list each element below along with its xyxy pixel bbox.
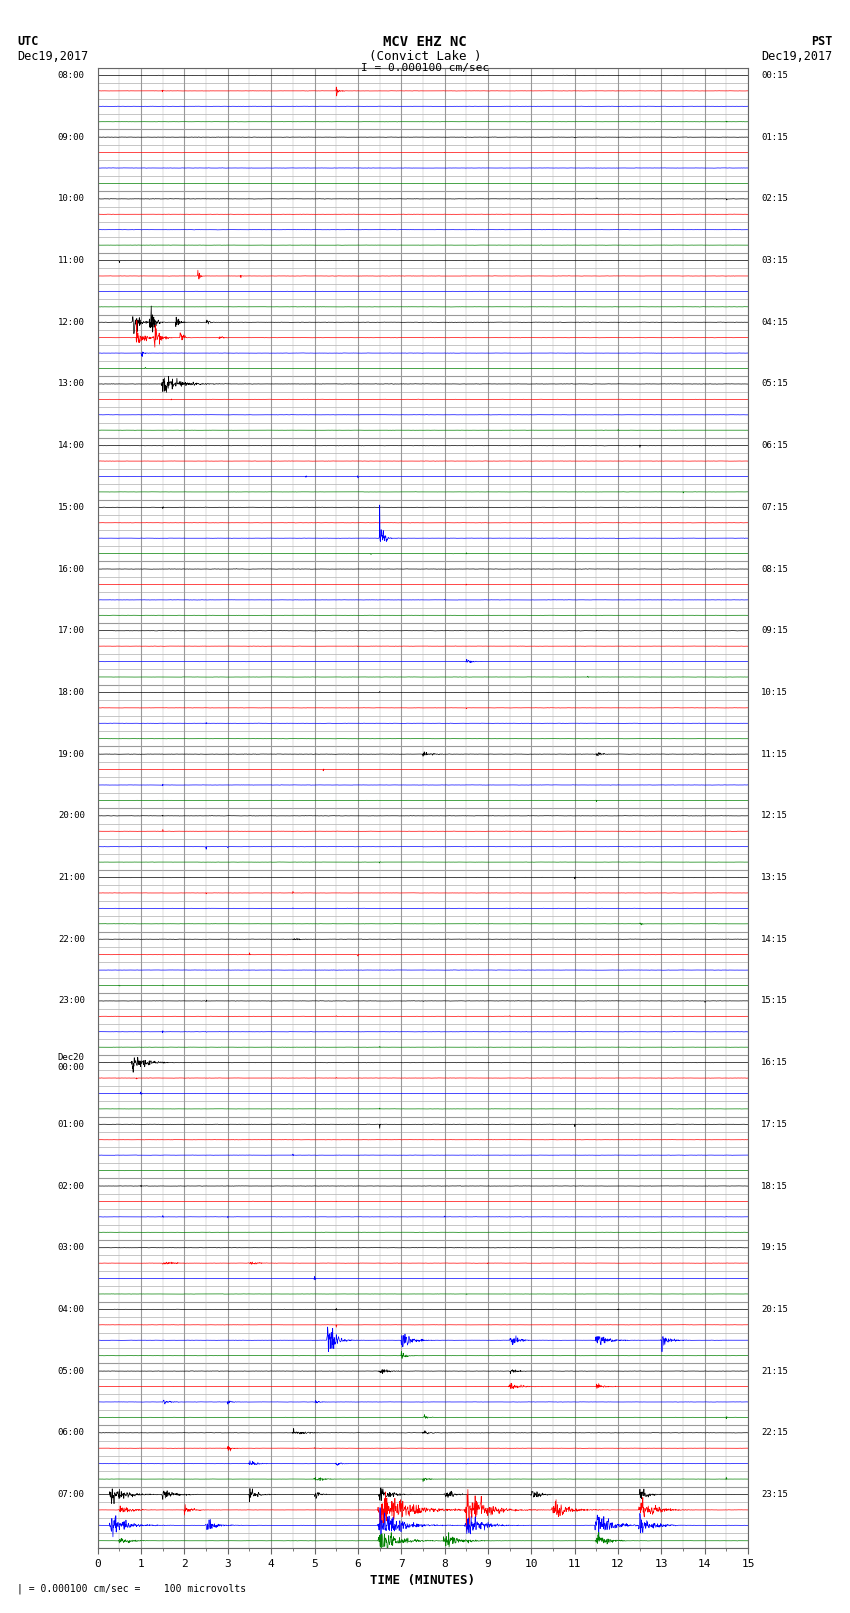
Text: UTC: UTC [17,35,38,48]
Text: I = 0.000100 cm/sec: I = 0.000100 cm/sec [361,63,489,73]
Text: 22:15: 22:15 [761,1428,788,1437]
Text: 07:15: 07:15 [761,503,788,511]
Text: 12:15: 12:15 [761,811,788,821]
Text: 11:15: 11:15 [761,750,788,758]
Text: 04:00: 04:00 [58,1305,85,1315]
Text: 06:00: 06:00 [58,1428,85,1437]
Text: 17:15: 17:15 [761,1119,788,1129]
Text: Dec19,2017: Dec19,2017 [762,50,833,63]
Text: 21:15: 21:15 [761,1366,788,1376]
Text: 15:00: 15:00 [58,503,85,511]
Text: PST: PST [812,35,833,48]
Text: 23:00: 23:00 [58,997,85,1005]
Text: 13:00: 13:00 [58,379,85,389]
Text: 03:00: 03:00 [58,1244,85,1252]
Text: 20:00: 20:00 [58,811,85,821]
Text: 16:00: 16:00 [58,565,85,574]
Text: 06:15: 06:15 [761,440,788,450]
Text: 18:00: 18:00 [58,687,85,697]
Text: 03:15: 03:15 [761,256,788,265]
Text: 19:00: 19:00 [58,750,85,758]
Text: 23:15: 23:15 [761,1490,788,1498]
Text: 16:15: 16:15 [761,1058,788,1068]
Text: 07:00: 07:00 [58,1490,85,1498]
Text: Dec19,2017: Dec19,2017 [17,50,88,63]
Text: Dec20
00:00: Dec20 00:00 [58,1053,85,1073]
Text: (Convict Lake ): (Convict Lake ) [369,50,481,63]
Text: 05:15: 05:15 [761,379,788,389]
Text: 09:00: 09:00 [58,132,85,142]
Text: 14:00: 14:00 [58,440,85,450]
Text: 10:00: 10:00 [58,194,85,203]
Text: 15:15: 15:15 [761,997,788,1005]
Text: 10:15: 10:15 [761,687,788,697]
Text: 11:00: 11:00 [58,256,85,265]
Text: 19:15: 19:15 [761,1244,788,1252]
Text: 01:15: 01:15 [761,132,788,142]
Text: 14:15: 14:15 [761,934,788,944]
Text: 20:15: 20:15 [761,1305,788,1315]
Text: 12:00: 12:00 [58,318,85,327]
Text: 04:15: 04:15 [761,318,788,327]
Text: 18:15: 18:15 [761,1181,788,1190]
Text: 17:00: 17:00 [58,626,85,636]
Text: | = 0.000100 cm/sec =    100 microvolts: | = 0.000100 cm/sec = 100 microvolts [17,1582,246,1594]
Text: 21:00: 21:00 [58,873,85,882]
Text: 02:00: 02:00 [58,1181,85,1190]
Text: 01:00: 01:00 [58,1119,85,1129]
Text: 08:00: 08:00 [58,71,85,81]
Text: 13:15: 13:15 [761,873,788,882]
X-axis label: TIME (MINUTES): TIME (MINUTES) [371,1574,475,1587]
Text: MCV EHZ NC: MCV EHZ NC [383,35,467,50]
Text: 08:15: 08:15 [761,565,788,574]
Text: 09:15: 09:15 [761,626,788,636]
Text: 02:15: 02:15 [761,194,788,203]
Text: 05:00: 05:00 [58,1366,85,1376]
Text: 22:00: 22:00 [58,934,85,944]
Text: 00:15: 00:15 [761,71,788,81]
